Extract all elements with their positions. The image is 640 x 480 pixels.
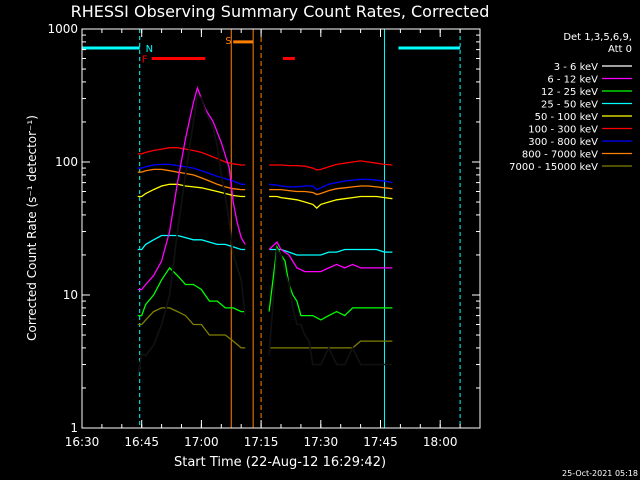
legend-header-line: Att 0 — [608, 44, 632, 55]
x-tick-label: 17:15 — [244, 435, 279, 449]
legend-entry-label: 3 - 6 keV — [554, 62, 598, 73]
x-tick-label: 17:45 — [363, 435, 398, 449]
legend-entry-label: 300 - 800 keV — [528, 137, 598, 148]
footer-timestamp: 25-Oct-2021 05:18 — [562, 469, 638, 478]
x-tick-label: 16:30 — [65, 435, 100, 449]
series-line-12-25-kev-seg2 — [268, 244, 393, 321]
legend-entry-label: 12 - 25 keV — [541, 87, 598, 98]
x-axis: 16:30 16:45 17:00 17:15 17:30 17:45 18:00 — [65, 29, 481, 449]
annotation-label-f: F — [142, 55, 148, 66]
y-axis: 1 10 100 1000 — [47, 22, 480, 435]
legend-entry-label: 800 - 7000 keV — [522, 150, 598, 161]
series-line-800-7000-kev-seg1 — [137, 168, 246, 191]
x-tick-label: 16:45 — [124, 435, 159, 449]
series-line-300-800-kev-seg2 — [269, 178, 393, 191]
y-tick-label: 100 — [55, 155, 78, 169]
x-axis-label: Start Time (22-Aug-12 16:29:42) — [174, 455, 386, 470]
series-line-3-6-kev-seg1 — [136, 93, 246, 378]
legend-header-line: Det 1,3,5,6,9, — [563, 32, 632, 43]
y-tick-label: 1 — [70, 421, 78, 435]
chart-title: RHESSI Observing Summary Count Rates, Co… — [71, 2, 490, 21]
y-axis-label: Corrected Count Rate (s⁻¹ detector⁻¹) — [25, 115, 39, 341]
x-tick-label: 18:00 — [423, 435, 458, 449]
annotation-label-s: S — [225, 36, 231, 47]
series-line-6-12-kev-seg2 — [268, 241, 393, 273]
x-tick-label: 17:30 — [304, 435, 339, 449]
series-line-300-800-kev-seg1 — [137, 163, 246, 185]
series-line-7000-15000-kev-seg1 — [137, 307, 246, 349]
legend-entry-label: 25 - 50 keV — [541, 100, 598, 111]
legend: Det 1,3,5,6,9,Att 0 3 - 6 keV 6 - 12 keV12… — [509, 32, 632, 173]
series-line-3-6-kev-seg2 — [268, 247, 393, 366]
plot-area: FN S — [81, 29, 461, 428]
series-line-800-7000-kev-seg2 — [269, 185, 393, 196]
legend-entry-label: 7000 - 15000 keV — [509, 162, 598, 173]
x-tick-label: 17:00 — [184, 435, 219, 449]
series-line-50-100-kev-seg1 — [137, 183, 246, 198]
series-line-6-12-kev-seg1 — [137, 85, 246, 291]
series-line-12-25-kev-seg1 — [137, 266, 246, 317]
series-line-100-300-kev-seg2 — [269, 160, 393, 171]
legend-entry-label: 6 - 12 keV — [547, 75, 598, 86]
annotation-label-n: N — [146, 44, 153, 55]
legend-entry-label: 50 - 100 keV — [535, 112, 599, 123]
legend-entry-label: 100 - 300 keV — [528, 125, 598, 136]
y-tick-label: 10 — [63, 288, 78, 302]
series-line-50-100-kev-seg2 — [269, 195, 393, 209]
y-tick-label: 1000 — [47, 22, 78, 36]
series-line-25-50-kev-seg1 — [137, 234, 246, 251]
series-line-25-50-kev-seg2 — [269, 248, 393, 256]
